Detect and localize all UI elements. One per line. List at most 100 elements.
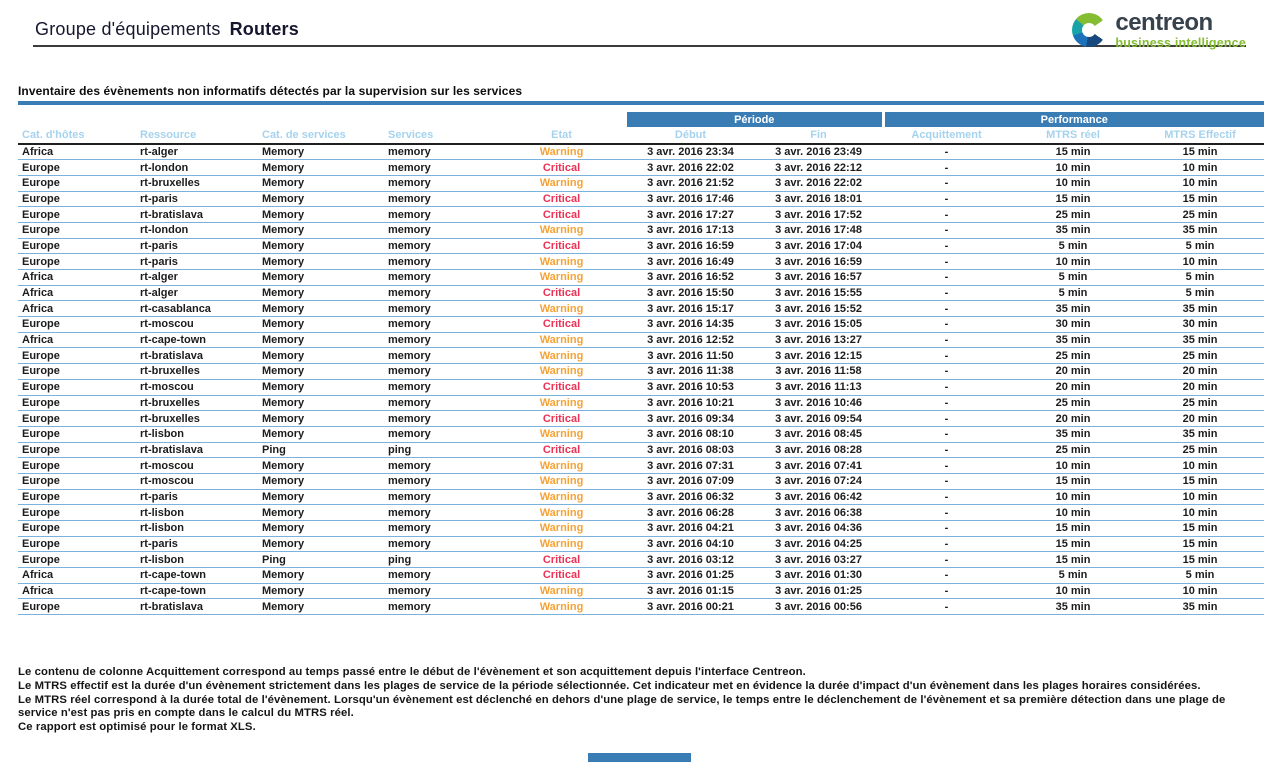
mtrs-real-cell: 15 min [1010, 551, 1137, 569]
service-cell: memory [384, 285, 496, 302]
start-cell: 3 avr. 2016 06:32 [627, 489, 754, 506]
mtrs-real-cell: 15 min [1010, 520, 1137, 537]
service-cell: memory [384, 395, 496, 412]
footnote-line: Ce rapport est optimisé pour le format X… [18, 721, 256, 734]
state-cell: Warning [496, 175, 627, 192]
mtrs-effective-cell: 15 min [1136, 191, 1265, 208]
host-category-cell: Europe [18, 457, 136, 474]
service-category-cell: Memory [258, 238, 384, 255]
end-cell: 3 avr. 2016 22:02 [754, 175, 884, 192]
mtrs-effective-cell: 15 min [1136, 520, 1265, 537]
end-cell: 3 avr. 2016 16:57 [754, 269, 884, 286]
footnote-line: Le MTRS effectif est la durée d'un évène… [18, 679, 1201, 692]
table-row: Europe rt-moscou Memory memory Critical 3 avr… [18, 379, 1265, 396]
service-cell: memory [384, 191, 496, 208]
resource-cell: rt-bratislava [136, 206, 258, 223]
resource-cell: rt-bruxelles [136, 395, 258, 412]
end-cell: 3 avr. 2016 17:48 [754, 222, 884, 239]
start-cell: 3 avr. 2016 14:35 [627, 316, 754, 333]
ack-cell: - [883, 536, 1011, 553]
state-cell: Critical [496, 238, 627, 255]
ack-cell: - [883, 191, 1011, 208]
ack-cell: - [883, 567, 1011, 584]
state-cell: Warning [496, 395, 627, 412]
end-cell: 3 avr. 2016 11:13 [754, 379, 884, 396]
mtrs-real-cell: 25 min [1010, 395, 1137, 412]
table-row: Europe rt-moscou Memory memory Critical 3 avr… [18, 316, 1265, 333]
start-cell: 3 avr. 2016 11:50 [627, 347, 754, 365]
host-category-cell: Africa [18, 300, 136, 318]
ack-cell: - [883, 253, 1011, 270]
service-cell: memory [384, 379, 496, 396]
resource-cell: rt-moscou [136, 473, 258, 490]
mtrs-effective-cell: 25 min [1136, 347, 1265, 365]
ack-cell: - [883, 238, 1011, 255]
service-cell: memory [384, 457, 496, 474]
mtrs-effective-cell: 35 min [1136, 332, 1265, 349]
table-row: Europe rt-bruxelles Memory memory Warning 3 a… [18, 175, 1265, 192]
start-cell: 3 avr. 2016 00:21 [627, 598, 754, 616]
service-cell: memory [384, 473, 496, 490]
state-cell: Warning [496, 457, 627, 474]
centreon-logo: centreon business intelligence [1072, 6, 1246, 50]
start-cell: 3 avr. 2016 09:34 [627, 410, 754, 427]
state-cell: Critical [496, 285, 627, 302]
table-row: Europe rt-lisbon Memory memory Warning 3 avr.… [18, 520, 1265, 537]
resource-cell: rt-cape-town [136, 583, 258, 600]
page-title-group-name: Routers [229, 19, 299, 39]
ack-cell: - [883, 285, 1011, 302]
mtrs-real-cell: 20 min [1010, 363, 1137, 380]
mtrs-effective-cell: 35 min [1136, 222, 1265, 239]
end-cell: 3 avr. 2016 15:05 [754, 316, 884, 333]
host-category-cell: Europe [18, 238, 136, 255]
start-cell: 3 avr. 2016 03:12 [627, 551, 754, 569]
resource-cell: rt-moscou [136, 316, 258, 333]
mtrs-effective-cell: 35 min [1136, 300, 1265, 318]
service-category-cell: Memory [258, 410, 384, 427]
mtrs-real-cell: 35 min [1010, 426, 1137, 443]
service-category-cell: Memory [258, 253, 384, 270]
group-header-empty [18, 112, 627, 127]
state-cell: Critical [496, 410, 627, 427]
resource-cell: rt-alger [136, 269, 258, 286]
ack-cell: - [883, 300, 1011, 318]
state-cell: Critical [496, 159, 627, 176]
section-heading-underline [18, 101, 1264, 105]
host-category-cell: Europe [18, 222, 136, 239]
table-row: Europe rt-bratislava Memory memory Warning 3 … [18, 598, 1265, 616]
end-cell: 3 avr. 2016 11:58 [754, 363, 884, 380]
state-cell: Warning [496, 583, 627, 600]
mtrs-effective-cell: 5 min [1136, 285, 1265, 302]
host-category-cell: Europe [18, 551, 136, 569]
host-category-cell: Africa [18, 285, 136, 302]
mtrs-effective-cell: 15 min [1136, 551, 1265, 569]
host-category-cell: Europe [18, 191, 136, 208]
mtrs-real-cell: 25 min [1010, 347, 1137, 365]
ack-cell: - [883, 489, 1011, 506]
centreon-c-icon [1072, 13, 1107, 47]
table-row: Africa rt-casablanca Memory memory Warning 3 … [18, 300, 1265, 318]
ack-cell: - [883, 442, 1011, 459]
table-row: Africa rt-alger Memory memory Warning 3 avr. … [18, 144, 1265, 161]
ack-cell: - [883, 395, 1011, 412]
logo-tagline: business intelligence [1115, 36, 1246, 50]
host-category-cell: Europe [18, 536, 136, 553]
service-cell: memory [384, 253, 496, 270]
service-category-cell: Memory [258, 489, 384, 506]
mtrs-effective-cell: 10 min [1136, 175, 1265, 192]
ack-cell: - [883, 551, 1011, 569]
end-cell: 3 avr. 2016 09:54 [754, 410, 884, 427]
state-cell: Critical [496, 379, 627, 396]
table-row: Europe rt-paris Memory memory Warning 3 avr. … [18, 536, 1265, 553]
table-row: Africa rt-alger Memory memory Warning 3 avr. … [18, 269, 1265, 286]
table-row: Europe rt-bratislava Memory memory Critical 3… [18, 206, 1265, 223]
footnote-line: Le contenu de colonne Acquittement corre… [18, 666, 806, 678]
service-cell: memory [384, 206, 496, 223]
state-cell: Warning [496, 253, 627, 270]
start-cell: 3 avr. 2016 16:49 [627, 253, 754, 270]
table-row: Europe rt-bratislava Memory memory Warning 3 … [18, 347, 1265, 365]
mtrs-real-cell: 10 min [1010, 504, 1137, 521]
page-title-prefix: Groupe d'équipements [35, 19, 221, 39]
start-cell: 3 avr. 2016 07:09 [627, 473, 754, 490]
col-header-mtrs-effective: MTRS Effectif [1136, 127, 1265, 145]
